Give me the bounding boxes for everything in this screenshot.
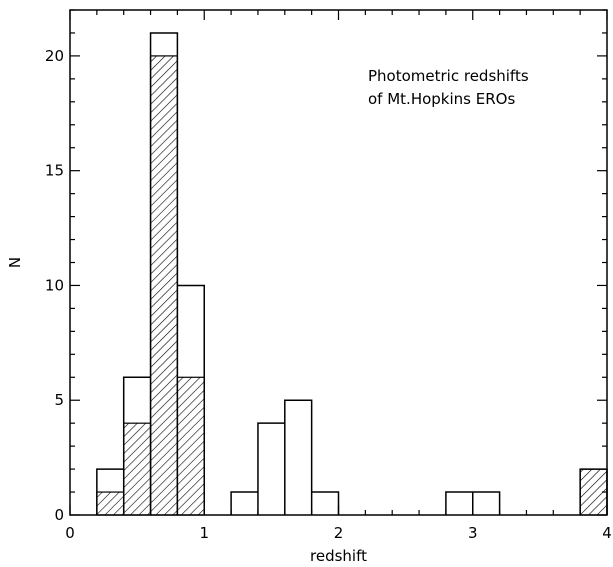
y-tick-label: 5 [54,391,64,409]
hatched-bar [149,55,179,516]
hatched-bar [123,422,152,516]
y-axis-label: N [6,257,24,268]
outline-histogram [96,32,608,515]
y-tick-label: 20 [45,47,64,65]
y-tick-label: 15 [45,162,64,180]
hatched-bar [96,491,125,516]
x-tick-label: 4 [602,524,612,542]
x-tick-label: 2 [334,524,344,542]
annotation-line-1: Photometric redshifts [368,67,529,85]
y-tick-labels: 0 5 10 15 20 [45,47,64,524]
y-tick-label: 0 [54,506,64,524]
x-axis-label: redshift [310,547,367,565]
x-tick-label: 0 [65,524,75,542]
x-tick-label: 1 [199,524,209,542]
annotation-line-2: of Mt.Hopkins EROs [368,90,515,108]
x-tick-labels: 0 1 2 3 4 [65,524,612,542]
hatched-histogram [96,55,608,516]
x-tick-label: 3 [468,524,478,542]
hatched-bar [176,376,205,516]
y-tick-label: 10 [45,276,64,294]
axis-ticks [69,9,608,516]
